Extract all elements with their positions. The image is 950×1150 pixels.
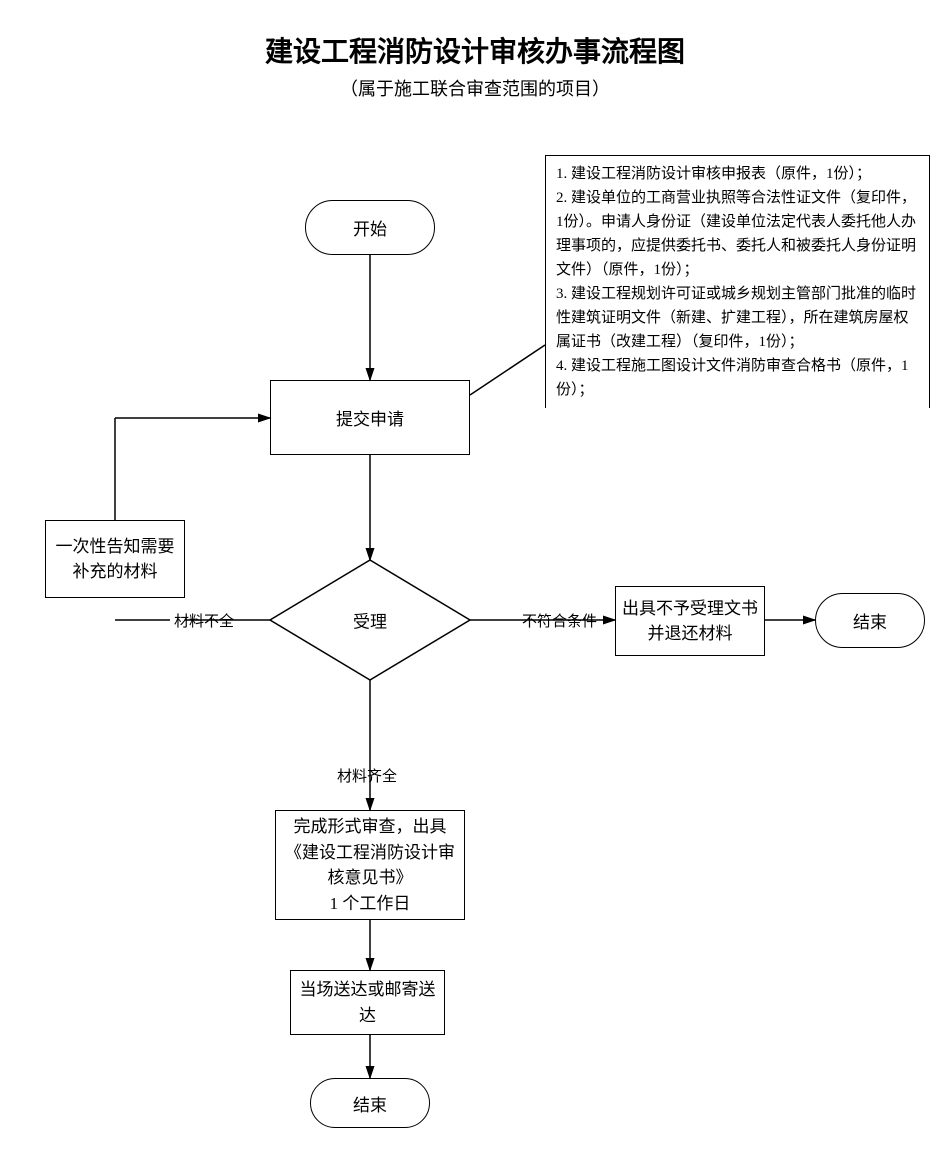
requirement-item: 4. 建设工程施工图设计文件消防审查合格书（原件，1份）； (556, 354, 919, 402)
requirement-item: 1. 建设工程消防设计审核申报表（原件，1份）； (556, 162, 919, 186)
edge-label-complete: 材料齐全 (335, 765, 399, 786)
deliver-node: 当场送达或邮寄送达 (290, 970, 445, 1035)
submit-application-node: 提交申请 (270, 380, 470, 455)
reject-document-node: 出具不予受理文书并退还材料 (615, 586, 765, 656)
formal-review-node: 完成形式审查，出具《建设工程消防设计审核意见书》 1 个工作日 (275, 810, 465, 920)
end-bottom-node: 结束 (310, 1078, 430, 1128)
requirements-annotation: 1. 建设工程消防设计审核申报表（原件，1份）； 2. 建设单位的工商营业执照等… (545, 155, 930, 408)
flowchart-subtitle: （属于施工联合审查范围的项目） (340, 75, 610, 101)
supplement-materials-node: 一次性告知需要补充的材料 (45, 520, 185, 598)
decision-label: 受理 (353, 608, 387, 633)
start-node: 开始 (305, 200, 435, 255)
requirement-item: 3. 建设工程规划许可证或城乡规划主管部门批准的临时性建筑证明文件（新建、扩建工… (556, 282, 919, 354)
edge-label-incomplete: 材料不全 (172, 610, 236, 631)
flowchart-title: 建设工程消防设计审核办事流程图 (265, 30, 685, 70)
end-right-node: 结束 (815, 593, 925, 648)
requirement-item: 2. 建设单位的工商营业执照等合法性证文件（复印件，1份）。申请人身份证（建设单… (556, 186, 919, 282)
edge-label-noncompliant: 不符合条件 (520, 610, 599, 631)
acceptance-decision-node: 受理 (270, 560, 470, 680)
